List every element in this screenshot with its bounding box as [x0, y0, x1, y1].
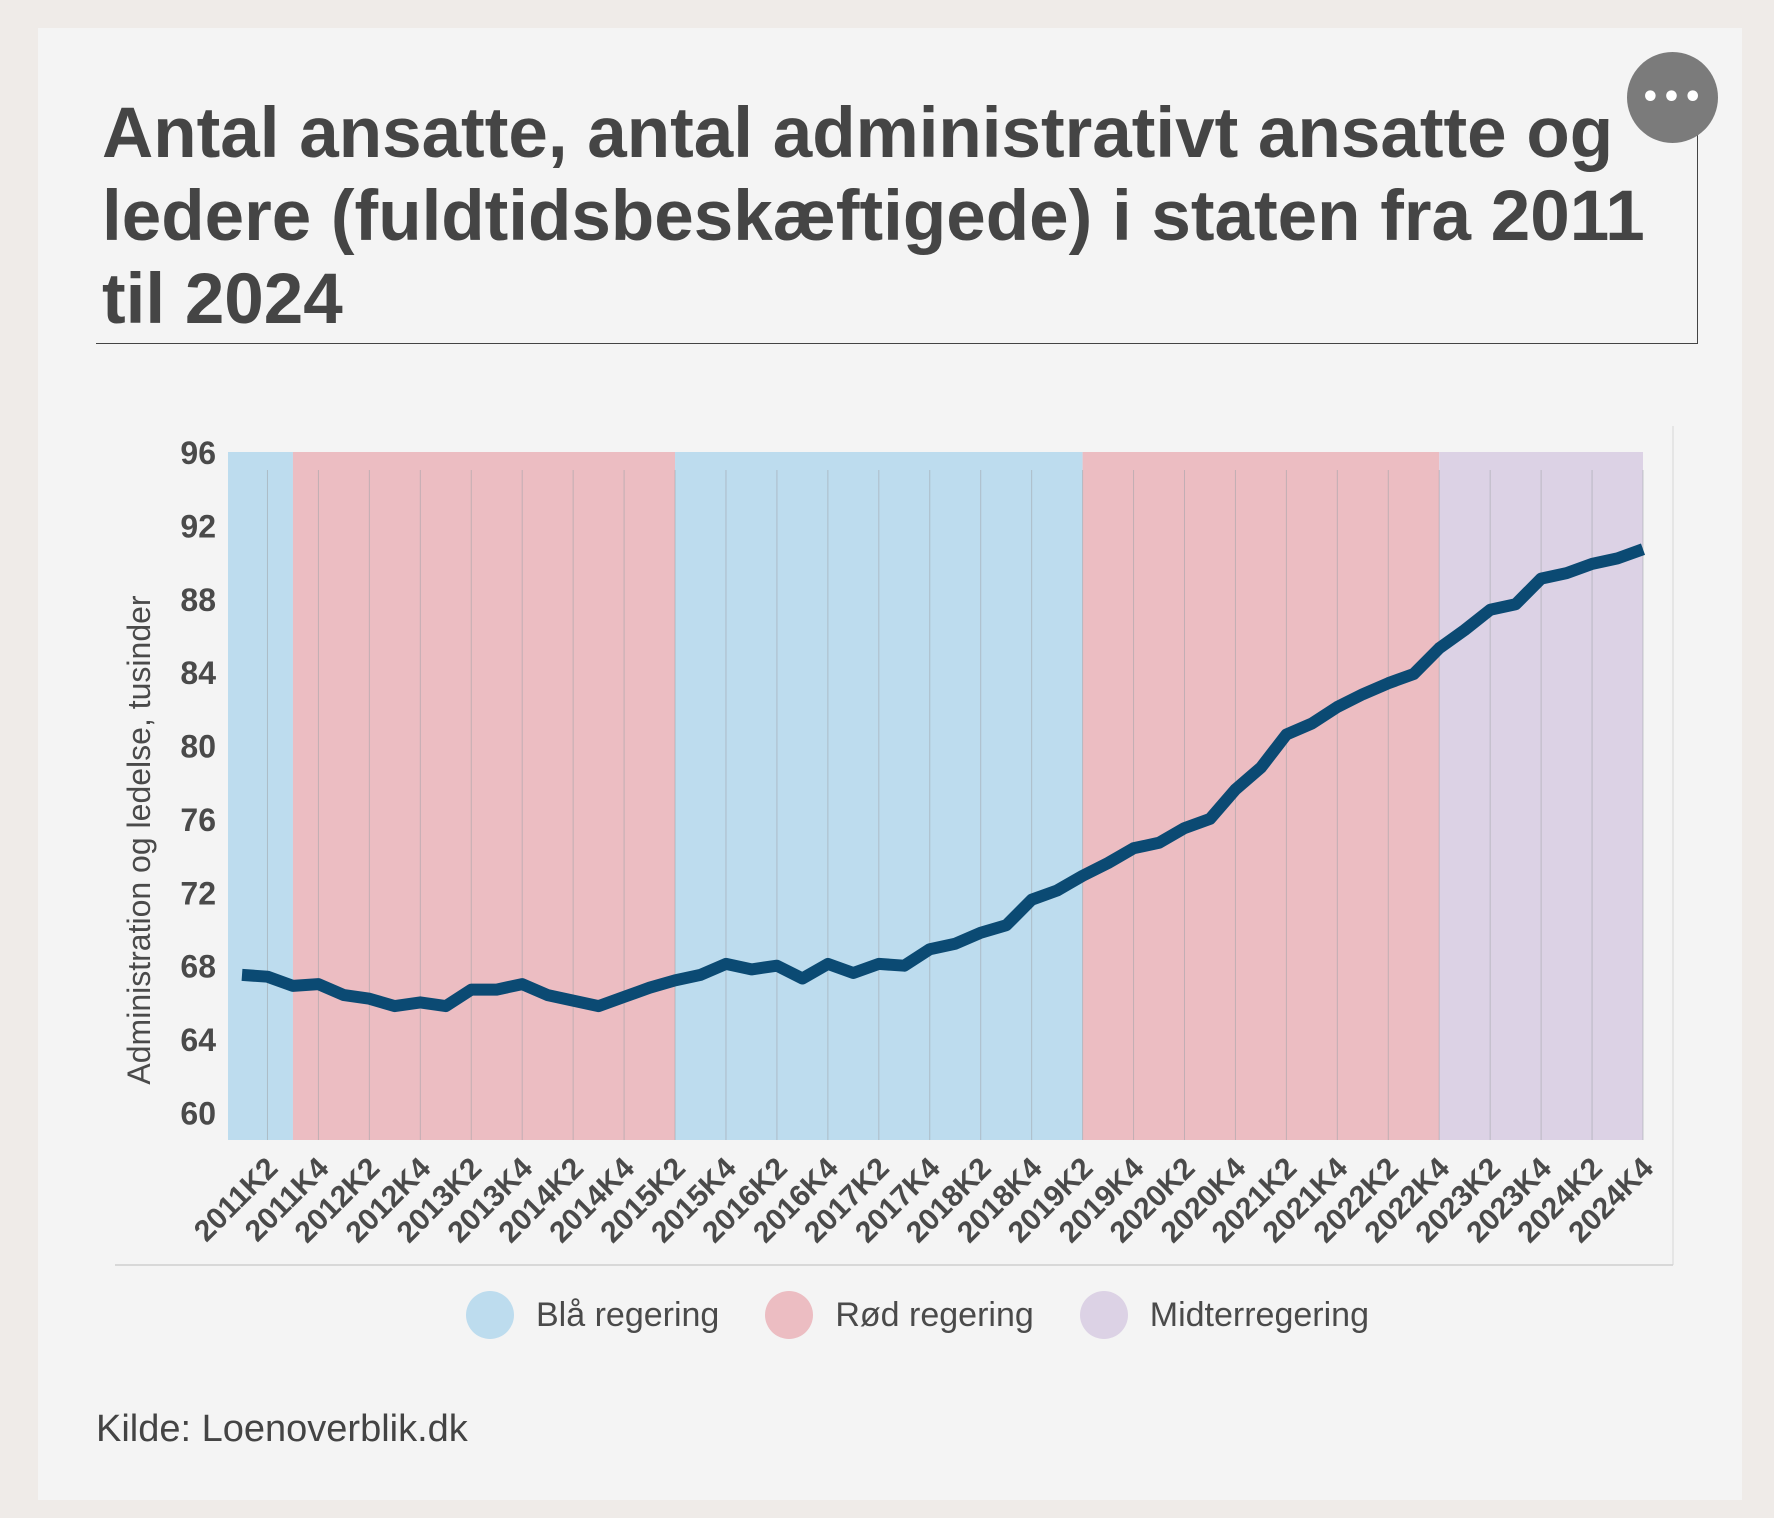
y-tick-label: 60 [180, 1095, 216, 1131]
legend-item-bla[interactable]: Blå regering [466, 1291, 719, 1339]
y-tick-label: 80 [180, 729, 216, 765]
source-note: Kilde: Loenoverblik.dk [96, 1408, 468, 1450]
legend-label-rod: Rød regering [835, 1295, 1034, 1334]
legend-swatch-rod [765, 1291, 814, 1339]
legend-swatch-midter [1079, 1291, 1128, 1339]
y-tick-label: 64 [180, 1022, 216, 1058]
legend: Blå regering Rød regering Midterregering [466, 1290, 1415, 1340]
band-1 [292, 452, 676, 1140]
y-tick-label: 72 [180, 875, 216, 911]
legend-swatch-bla [466, 1291, 514, 1339]
band-3 [1082, 452, 1440, 1140]
y-tick-label: 76 [180, 802, 216, 838]
y-tick-label: 96 [180, 435, 216, 471]
series-line-0 [241, 543, 1646, 1013]
more-horizontal-icon: ••• [1640, 80, 1705, 115]
chart-title: Antal ansatte, antal administrativt ansa… [102, 94, 1645, 339]
y-axis-label: Administration og ledelse, tusinder [121, 595, 157, 1085]
legend-label-bla: Blå regering [536, 1295, 720, 1334]
y-tick-label: 84 [180, 655, 216, 691]
legend-item-rod[interactable]: Rød regering [765, 1291, 1034, 1339]
y-tick-label: 68 [180, 949, 216, 985]
legend-label-midter: Midterregering [1149, 1295, 1369, 1334]
legend-item-midter[interactable]: Midterregering [1079, 1291, 1369, 1339]
more-options-button[interactable]: ••• [1627, 52, 1718, 143]
title-frame [96, 88, 1698, 344]
y-tick-label: 92 [180, 508, 216, 544]
band-0 [228, 452, 293, 1140]
y-tick-label: 88 [180, 582, 216, 618]
